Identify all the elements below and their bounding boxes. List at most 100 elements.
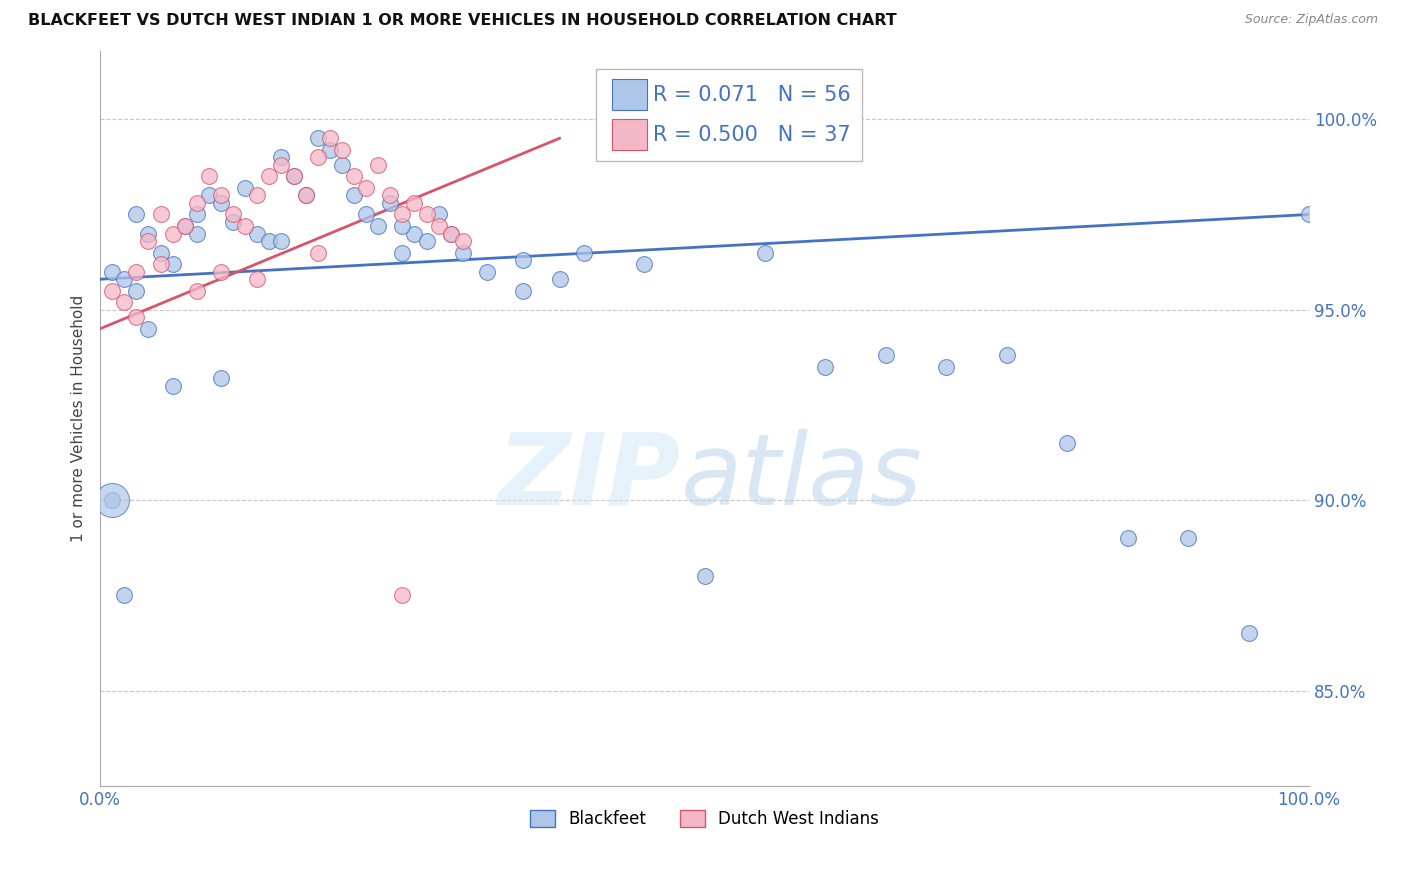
Point: [330, 158, 353, 172]
Point: [112, 588, 135, 602]
Point: [101, 264, 124, 278]
Point: [1116, 531, 1139, 545]
Point: [307, 245, 329, 260]
Point: [935, 359, 957, 374]
Point: [138, 234, 160, 248]
Point: [1237, 626, 1260, 640]
Point: [814, 359, 837, 374]
Text: R = 0.071   N = 56: R = 0.071 N = 56: [652, 86, 851, 105]
Point: [101, 284, 124, 298]
Point: [548, 272, 571, 286]
Point: [209, 371, 232, 385]
Point: [259, 234, 281, 248]
Point: [209, 264, 232, 278]
Point: [367, 219, 389, 233]
Point: [270, 234, 292, 248]
Point: [1056, 436, 1078, 450]
Point: [138, 227, 160, 241]
Point: [125, 284, 148, 298]
Point: [391, 588, 413, 602]
Point: [125, 310, 148, 325]
Text: BLACKFEET VS DUTCH WEST INDIAN 1 OR MORE VEHICLES IN HOUSEHOLD CORRELATION CHART: BLACKFEET VS DUTCH WEST INDIAN 1 OR MORE…: [28, 13, 897, 29]
Point: [451, 234, 474, 248]
Point: [391, 219, 413, 233]
Point: [162, 257, 184, 271]
Point: [319, 143, 342, 157]
Point: [222, 215, 245, 229]
Point: [354, 181, 377, 195]
Point: [319, 131, 342, 145]
Point: [307, 150, 329, 164]
Text: Source: ZipAtlas.com: Source: ZipAtlas.com: [1244, 13, 1378, 27]
Point: [354, 207, 377, 221]
Point: [427, 207, 450, 221]
Point: [186, 196, 208, 211]
Point: [283, 169, 305, 184]
Point: [633, 257, 655, 271]
Point: [404, 227, 426, 241]
Point: [125, 264, 148, 278]
Point: [451, 245, 474, 260]
Y-axis label: 1 or more Vehicles in Household: 1 or more Vehicles in Household: [72, 294, 86, 541]
Point: [404, 196, 426, 211]
Point: [149, 257, 172, 271]
Point: [246, 188, 269, 202]
Point: [101, 493, 124, 508]
Point: [391, 245, 413, 260]
Point: [186, 284, 208, 298]
Point: [307, 131, 329, 145]
Point: [173, 219, 195, 233]
Point: [270, 158, 292, 172]
Point: [330, 143, 353, 157]
Point: [380, 196, 402, 211]
Point: [283, 169, 305, 184]
Point: [209, 188, 232, 202]
Point: [343, 188, 366, 202]
FancyBboxPatch shape: [612, 119, 647, 150]
Point: [343, 169, 366, 184]
Point: [415, 207, 437, 221]
Point: [995, 348, 1018, 362]
Point: [1177, 531, 1199, 545]
Point: [512, 284, 534, 298]
Point: [233, 219, 256, 233]
Point: [270, 150, 292, 164]
Point: [101, 493, 124, 508]
Point: [294, 188, 316, 202]
Point: [186, 227, 208, 241]
Point: [233, 181, 256, 195]
Point: [149, 207, 172, 221]
Point: [259, 169, 281, 184]
FancyBboxPatch shape: [612, 79, 647, 110]
Point: [198, 169, 221, 184]
Point: [754, 245, 776, 260]
Point: [294, 188, 316, 202]
Legend: Blackfeet, Dutch West Indians: Blackfeet, Dutch West Indians: [522, 801, 887, 837]
Point: [367, 158, 389, 172]
Point: [112, 295, 135, 310]
Point: [198, 188, 221, 202]
Point: [440, 227, 463, 241]
Text: atlas: atlas: [681, 428, 922, 525]
Point: [572, 245, 595, 260]
Point: [112, 272, 135, 286]
Point: [1298, 207, 1320, 221]
Point: [415, 234, 437, 248]
FancyBboxPatch shape: [596, 69, 862, 161]
Point: [125, 207, 148, 221]
Point: [149, 245, 172, 260]
Point: [222, 207, 245, 221]
Point: [875, 348, 897, 362]
Point: [186, 207, 208, 221]
Point: [440, 227, 463, 241]
Point: [162, 379, 184, 393]
Point: [209, 196, 232, 211]
Text: R = 0.500   N = 37: R = 0.500 N = 37: [652, 125, 851, 145]
Point: [246, 227, 269, 241]
Point: [173, 219, 195, 233]
Point: [512, 253, 534, 268]
Text: ZIP: ZIP: [498, 428, 681, 525]
Point: [162, 227, 184, 241]
Point: [427, 219, 450, 233]
Point: [380, 188, 402, 202]
